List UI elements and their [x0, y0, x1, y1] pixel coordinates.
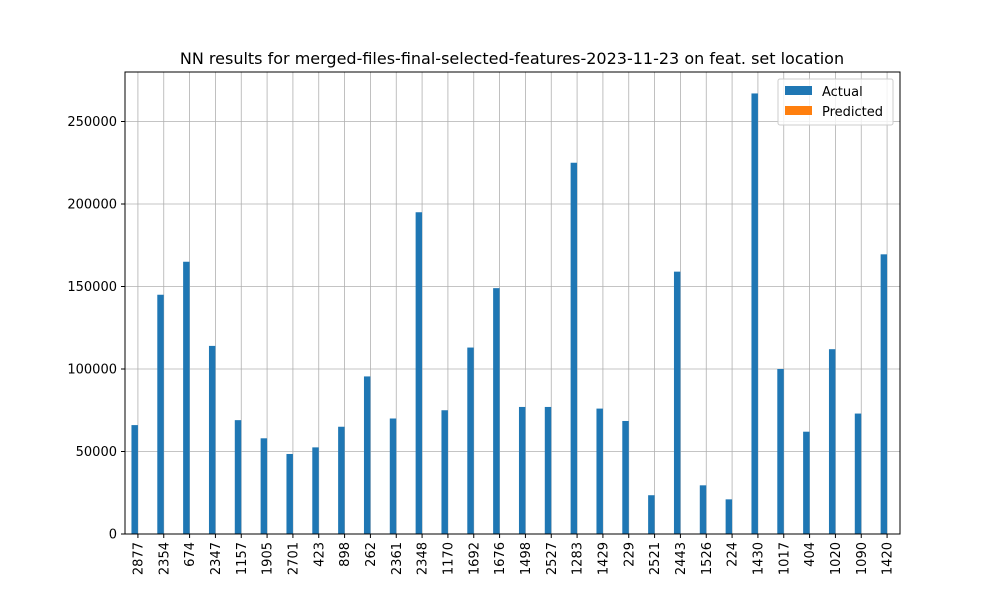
x-tick-label: 2877 [131, 542, 146, 575]
y-tick-label: 0 [109, 528, 117, 543]
y-tick-label: 50000 [76, 445, 117, 460]
bar-actual-2361 [389, 418, 397, 534]
bar-actual-1420 [880, 254, 888, 534]
bar-actual-262 [363, 376, 371, 534]
bar-actual-2701 [286, 453, 293, 534]
bar-actual-2443 [673, 271, 681, 534]
x-tick-label: 1017 [777, 542, 792, 575]
x-tick-label: 224 [726, 542, 741, 567]
bar-actual-2527 [544, 406, 552, 534]
y-tick-label: 150000 [67, 280, 117, 295]
bar-actual-1676 [493, 288, 500, 534]
x-tick-label: 1090 [855, 542, 870, 575]
chart-title: NN results for merged-files-final-select… [180, 49, 844, 68]
bar-actual-898 [338, 426, 345, 534]
bar-actual-1157 [234, 420, 242, 534]
y-tick-label: 100000 [67, 363, 117, 378]
ticks-layer: 0 50000 100000 150000 200000 250000 2877 2354 67… [67, 115, 895, 575]
x-tick-label: 404 [803, 542, 818, 567]
y-tick-label: 200000 [67, 198, 117, 213]
x-tick-label: 2354 [157, 542, 172, 575]
x-tick-label: 1526 [700, 542, 715, 575]
x-tick-label: 2527 [545, 542, 560, 575]
y-tick-label: 250000 [67, 115, 117, 130]
bar-actual-404 [803, 431, 810, 534]
bar-actual-674 [183, 261, 190, 534]
bar-actual-2521 [648, 495, 655, 534]
x-tick-label: 898 [338, 542, 353, 567]
x-tick-label: 1905 [261, 542, 276, 575]
bar-actual-1090 [854, 413, 862, 534]
bar-actual-2347 [208, 345, 216, 534]
bar-actual-224 [725, 499, 733, 534]
x-tick-label: 1430 [751, 542, 766, 575]
x-tick-label: 423 [312, 542, 327, 567]
bar-actual-1020 [828, 349, 836, 534]
bar-actual-423 [312, 447, 319, 534]
x-tick-label: 2347 [209, 542, 224, 575]
legend-swatch-predicted [785, 106, 812, 115]
x-tick-label: 2361 [390, 542, 405, 575]
x-tick-label: 1676 [493, 542, 508, 575]
legend-swatch-actual [785, 86, 812, 95]
x-tick-label: 2701 [286, 542, 301, 575]
bar-actual-1905 [260, 438, 268, 534]
x-tick-label: 1283 [571, 542, 586, 575]
x-tick-label: 2521 [648, 542, 663, 575]
bar-actual-1429 [596, 408, 603, 534]
legend: Actual Predicted [777, 78, 894, 126]
x-tick-label: 1157 [235, 542, 250, 575]
bar-actual-1692 [467, 347, 474, 534]
x-tick-label: 2443 [674, 542, 689, 575]
x-tick-label: 1498 [519, 542, 534, 575]
bar-actual-1526 [699, 485, 707, 534]
bar-actual-229 [622, 420, 629, 534]
bar-actual-1017 [777, 369, 784, 534]
legend-label-actual: Actual [822, 85, 863, 100]
x-tick-label: 2348 [416, 542, 431, 575]
x-tick-label: 674 [183, 542, 198, 567]
legend-label-predicted: Predicted [822, 105, 883, 120]
bar-actual-1170 [441, 410, 448, 534]
bar-actual-2354 [157, 294, 164, 534]
x-tick-label: 1420 [881, 542, 896, 575]
bars-layer [131, 93, 888, 534]
plot-frame [124, 71, 901, 535]
bar-actual-2877 [131, 425, 138, 534]
x-tick-label: 1020 [829, 542, 844, 575]
bar-actual-2348 [415, 212, 423, 534]
bar-actual-1498 [518, 406, 526, 534]
x-tick-label: 1692 [467, 542, 482, 575]
x-tick-label: 262 [364, 542, 379, 567]
x-tick-label: 1429 [596, 542, 611, 575]
bar-actual-1283 [570, 162, 578, 534]
x-tick-label: 229 [622, 542, 637, 567]
x-tick-label: 1170 [441, 542, 456, 575]
bar-actual-1430 [751, 93, 758, 534]
